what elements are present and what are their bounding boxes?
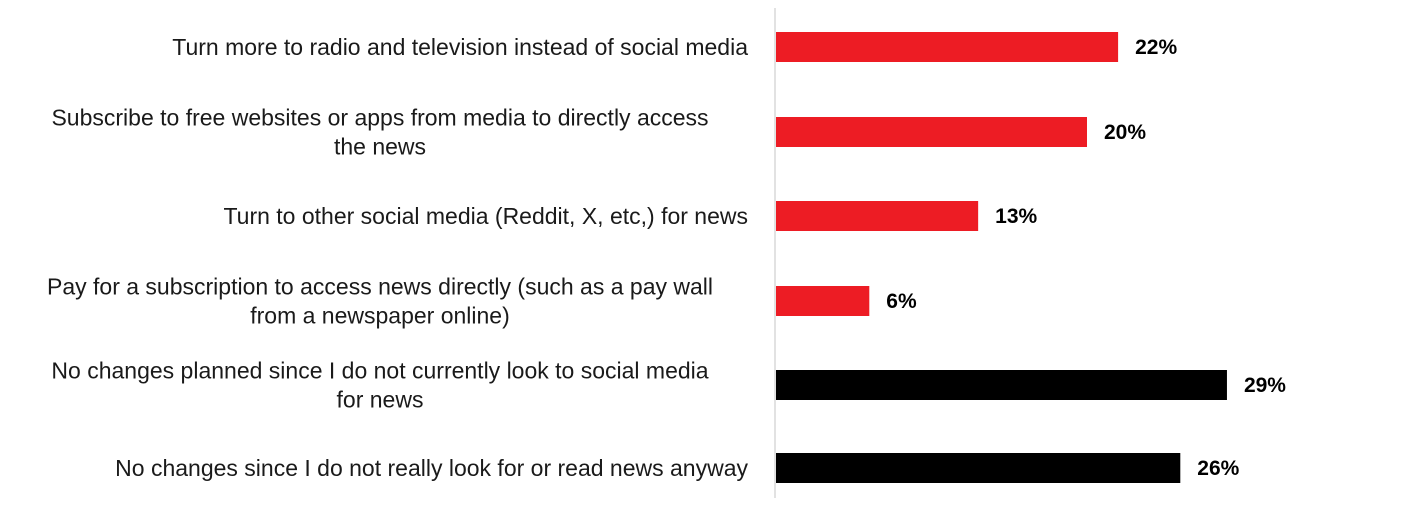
bar-1: [776, 32, 1119, 62]
value-label-6: 26%: [1197, 457, 1239, 480]
bar-4: [776, 286, 870, 316]
category-label-2-line-1: Subscribe to free websites or apps from …: [51, 105, 708, 131]
bar-2: [776, 117, 1087, 147]
category-label-4-line-1: Pay for a subscription to access news di…: [47, 274, 713, 300]
bar-3: [776, 201, 979, 231]
bar-5: [776, 370, 1227, 400]
category-label-1: Turn more to radio and television instea…: [172, 34, 748, 60]
bar-6: [776, 453, 1181, 483]
category-label-3: Turn to other social media (Reddit, X, e…: [223, 203, 748, 229]
category-label-5-line-1: No changes planned since I do not curren…: [51, 358, 708, 384]
value-label-1: 22%: [1135, 36, 1177, 59]
value-label-3: 13%: [995, 205, 1037, 228]
category-label-6: No changes since I do not really look fo…: [115, 455, 748, 481]
category-label-4-line-2: from a newspaper online): [250, 303, 510, 329]
category-labels-group: Turn more to radio and television instea…: [47, 34, 749, 481]
value-labels-group: 22% 20% 13% 6% 29% 26%: [886, 36, 1286, 480]
value-label-4: 6%: [886, 290, 917, 313]
bars-group: [776, 32, 1227, 483]
category-label-2-line-2: the news: [334, 134, 426, 160]
category-label-5-line-2: for news: [337, 387, 424, 413]
value-label-2: 20%: [1104, 121, 1146, 144]
value-label-5: 29%: [1244, 374, 1286, 397]
